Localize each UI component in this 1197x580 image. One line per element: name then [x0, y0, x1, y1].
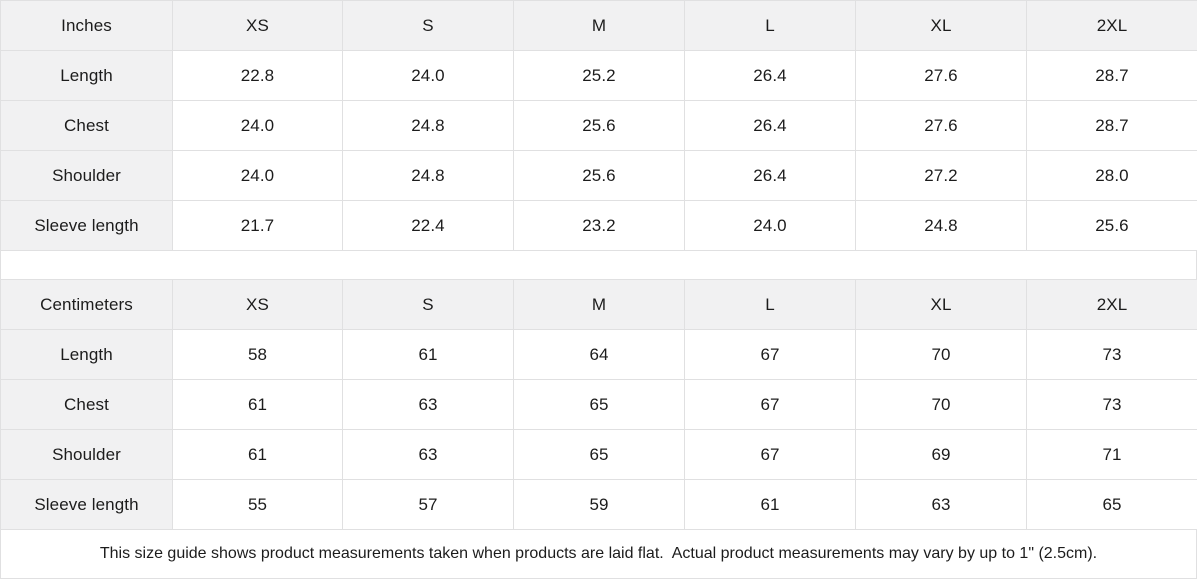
value-cell: 67: [684, 379, 856, 430]
value-cell: 67: [684, 329, 856, 380]
value-cell: 24.0: [172, 100, 343, 151]
value-cell: 28.7: [1026, 50, 1197, 101]
table-row: Chest 24.0 24.8 25.6 26.4 27.6 28.7: [0, 100, 1197, 151]
inches-header-row: Inches XS S M L XL 2XL: [0, 0, 1197, 51]
value-cell: 24.8: [342, 150, 514, 201]
size-guide-note: This size guide shows product measuremen…: [0, 530, 1197, 579]
row-label-cell: Length: [0, 50, 173, 101]
table-row: Sleeve length 21.7 22.4 23.2 24.0 24.8 2…: [0, 200, 1197, 251]
row-label-cell: Chest: [0, 379, 173, 430]
table-spacer: [0, 251, 1197, 279]
value-cell: 63: [855, 479, 1027, 530]
value-cell: 24.8: [855, 200, 1027, 251]
size-header-cell: S: [342, 279, 514, 330]
size-table-centimeters: Centimeters XS S M L XL 2XL Length 58 61…: [0, 279, 1197, 530]
value-cell: 63: [342, 379, 514, 430]
size-header-cell: XS: [172, 0, 343, 51]
value-cell: 28.7: [1026, 100, 1197, 151]
value-cell: 26.4: [684, 50, 856, 101]
value-cell: 64: [513, 329, 685, 380]
row-label-cell: Length: [0, 329, 173, 380]
value-cell: 70: [855, 379, 1027, 430]
value-cell: 61: [684, 479, 856, 530]
value-cell: 57: [342, 479, 514, 530]
table-row: Length 22.8 24.0 25.2 26.4 27.6 28.7: [0, 50, 1197, 101]
size-header-cell: S: [342, 0, 514, 51]
row-label-cell: Sleeve length: [0, 200, 173, 251]
row-label-cell: Sleeve length: [0, 479, 173, 530]
row-label-cell: Chest: [0, 100, 173, 151]
size-header-cell: XL: [855, 279, 1027, 330]
value-cell: 71: [1026, 429, 1197, 480]
value-cell: 59: [513, 479, 685, 530]
value-cell: 65: [513, 429, 685, 480]
size-table-inches: Inches XS S M L XL 2XL Length 22.8 24.0 …: [0, 0, 1197, 251]
value-cell: 67: [684, 429, 856, 480]
size-header-cell: 2XL: [1026, 279, 1197, 330]
value-cell: 73: [1026, 329, 1197, 380]
unit-header-cell: Centimeters: [0, 279, 173, 330]
value-cell: 25.6: [513, 150, 685, 201]
value-cell: 25.6: [1026, 200, 1197, 251]
value-cell: 58: [172, 329, 343, 380]
value-cell: 24.0: [684, 200, 856, 251]
value-cell: 55: [172, 479, 343, 530]
table-row: Shoulder 24.0 24.8 25.6 26.4 27.2 28.0: [0, 150, 1197, 201]
value-cell: 27.2: [855, 150, 1027, 201]
value-cell: 24.0: [172, 150, 343, 201]
size-header-cell: L: [684, 0, 856, 51]
value-cell: 27.6: [855, 50, 1027, 101]
value-cell: 63: [342, 429, 514, 480]
table-row: Shoulder 61 63 65 67 69 71: [0, 429, 1197, 480]
value-cell: 24.8: [342, 100, 514, 151]
value-cell: 25.2: [513, 50, 685, 101]
value-cell: 27.6: [855, 100, 1027, 151]
size-header-cell: M: [513, 279, 685, 330]
size-header-cell: M: [513, 0, 685, 51]
value-cell: 69: [855, 429, 1027, 480]
table-row: Length 58 61 64 67 70 73: [0, 329, 1197, 380]
table-row: Sleeve length 55 57 59 61 63 65: [0, 479, 1197, 530]
size-header-cell: 2XL: [1026, 0, 1197, 51]
size-header-cell: XL: [855, 0, 1027, 51]
value-cell: 61: [172, 429, 343, 480]
unit-header-cell: Inches: [0, 0, 173, 51]
value-cell: 28.0: [1026, 150, 1197, 201]
value-cell: 65: [1026, 479, 1197, 530]
row-label-cell: Shoulder: [0, 150, 173, 201]
row-label-cell: Shoulder: [0, 429, 173, 480]
value-cell: 22.8: [172, 50, 343, 101]
value-cell: 24.0: [342, 50, 514, 101]
table-row: Chest 61 63 65 67 70 73: [0, 379, 1197, 430]
size-header-cell: XS: [172, 279, 343, 330]
value-cell: 61: [342, 329, 514, 380]
value-cell: 21.7: [172, 200, 343, 251]
value-cell: 22.4: [342, 200, 514, 251]
size-header-cell: L: [684, 279, 856, 330]
value-cell: 25.6: [513, 100, 685, 151]
value-cell: 26.4: [684, 150, 856, 201]
value-cell: 70: [855, 329, 1027, 380]
value-cell: 61: [172, 379, 343, 430]
value-cell: 26.4: [684, 100, 856, 151]
value-cell: 73: [1026, 379, 1197, 430]
value-cell: 23.2: [513, 200, 685, 251]
centimeters-header-row: Centimeters XS S M L XL 2XL: [0, 279, 1197, 330]
value-cell: 65: [513, 379, 685, 430]
